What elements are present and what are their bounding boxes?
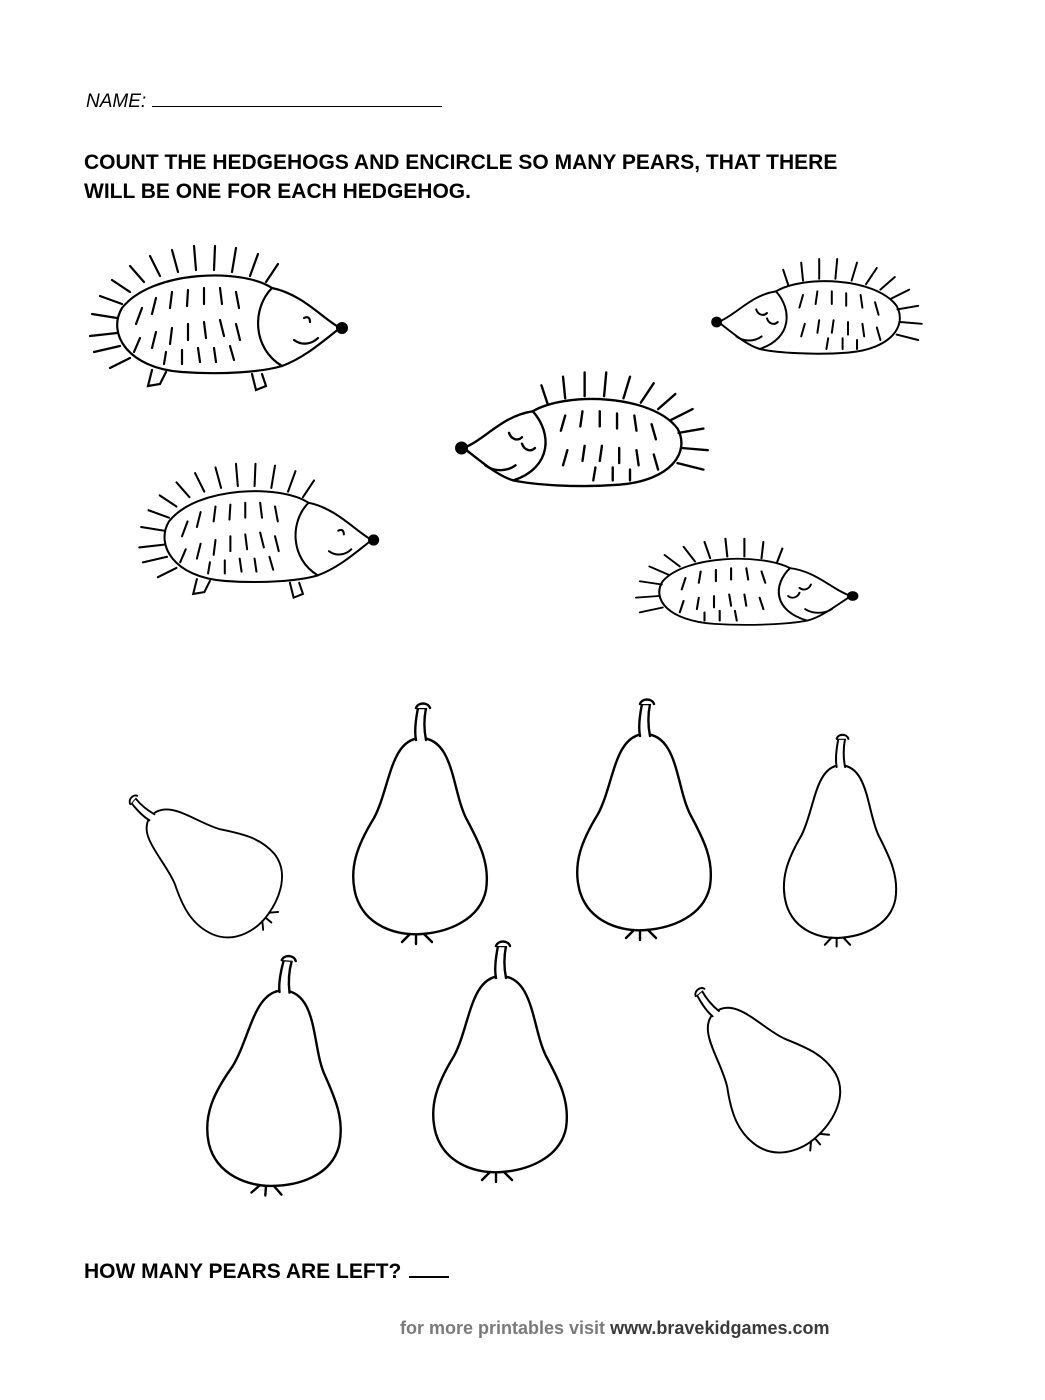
pear-5 bbox=[201, 949, 355, 1202]
footer-prefix: for more printables visit bbox=[400, 1318, 606, 1338]
hedgehog-4 bbox=[138, 462, 381, 599]
name-label: NAME: bbox=[86, 91, 147, 112]
pear-6 bbox=[431, 940, 569, 1184]
pear-3 bbox=[575, 698, 713, 942]
pear-4 bbox=[782, 733, 898, 948]
instruction-line-1: COUNT THE HEDGEHOGS AND ENCIRCLE SO MANY… bbox=[84, 151, 838, 174]
pear-2 bbox=[351, 702, 489, 946]
question-text: HOW MANY PEARS ARE LEFT? bbox=[84, 1260, 402, 1283]
answer-blank[interactable] bbox=[409, 1258, 450, 1278]
pear-1 bbox=[95, 758, 308, 961]
pear-7 bbox=[652, 954, 866, 1179]
hedgehog-5 bbox=[636, 539, 858, 625]
hedgehog-1 bbox=[88, 244, 350, 392]
question: HOW MANY PEARS ARE LEFT? bbox=[84, 1258, 450, 1284]
footer: for more printables visit www.bravekidga… bbox=[400, 1318, 830, 1339]
hedgehog-2 bbox=[710, 258, 923, 355]
hedgehog-3 bbox=[453, 371, 709, 488]
name-blank[interactable] bbox=[152, 88, 443, 107]
name-field[interactable]: NAME: bbox=[86, 88, 443, 113]
instruction-line-2: WILL BE ONE FOR EACH HEDGEHOG. bbox=[84, 180, 471, 203]
instructions: COUNT THE HEDGEHOGS AND ENCIRCLE SO MANY… bbox=[84, 148, 1034, 206]
footer-site-link[interactable]: www.bravekidgames.com bbox=[610, 1318, 830, 1338]
